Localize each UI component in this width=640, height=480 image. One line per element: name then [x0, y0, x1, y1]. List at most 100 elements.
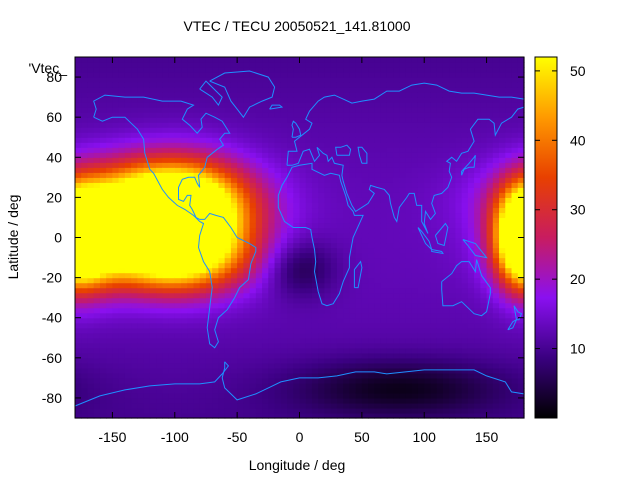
heatmap-cell — [311, 217, 319, 224]
heatmap-cell — [187, 147, 195, 153]
heatmap-cell — [274, 117, 282, 123]
heatmap-cell — [361, 127, 369, 133]
heatmap-cell — [137, 297, 145, 304]
heatmap-cell — [474, 347, 481, 354]
heatmap-cell — [393, 182, 400, 188]
heatmap-cell — [205, 127, 213, 133]
heatmap-cell — [405, 67, 413, 73]
heatmap-cell — [411, 397, 419, 404]
heatmap-cell — [112, 262, 120, 269]
heatmap-cell — [149, 232, 157, 239]
heatmap-cell — [436, 267, 444, 274]
heatmap-cell — [324, 147, 332, 153]
heatmap-cell — [205, 167, 213, 173]
heatmap-cell — [293, 357, 301, 364]
heatmap-cell — [424, 332, 432, 339]
heatmap-cell — [262, 267, 269, 274]
heatmap-cell — [343, 387, 350, 394]
heatmap-cell — [480, 112, 488, 118]
heatmap-cell — [305, 217, 313, 224]
heatmap-cell — [243, 247, 251, 254]
heatmap-cell — [99, 317, 107, 324]
heatmap-cell — [299, 377, 307, 384]
heatmap-cell — [336, 397, 344, 404]
heatmap-cell — [330, 232, 338, 239]
heatmap-cell — [449, 62, 457, 68]
heatmap-cell — [293, 202, 301, 209]
heatmap-cell — [324, 177, 332, 183]
heatmap-cell — [187, 102, 195, 108]
heatmap-cell — [442, 327, 450, 334]
heatmap-cell — [268, 197, 276, 203]
heatmap-cell — [467, 62, 475, 68]
heatmap-cell — [255, 287, 263, 294]
heatmap-cell — [174, 307, 182, 314]
heatmap-cell — [268, 317, 276, 324]
heatmap-cell — [218, 167, 226, 173]
heatmap-cell — [162, 317, 170, 324]
heatmap-cell — [249, 112, 257, 118]
heatmap-cell — [255, 277, 263, 284]
heatmap-cell — [499, 192, 506, 198]
heatmap-cell — [386, 147, 394, 153]
heatmap-cell — [336, 197, 344, 203]
heatmap-cell — [474, 92, 481, 98]
heatmap-cell — [237, 227, 244, 234]
heatmap-cell — [237, 202, 244, 209]
heatmap-cell — [118, 147, 126, 153]
heatmap-cell — [137, 167, 145, 173]
heatmap-cell — [293, 107, 301, 113]
heatmap-cell — [455, 152, 463, 158]
heatmap-cell — [355, 177, 363, 183]
heatmap-cell — [386, 397, 394, 404]
heatmap-cell — [81, 377, 89, 384]
heatmap-cell — [187, 112, 195, 118]
heatmap-cell — [162, 217, 170, 224]
heatmap-cell — [249, 292, 257, 299]
heatmap-cell — [249, 307, 257, 314]
heatmap-cell — [218, 412, 226, 419]
heatmap-cell — [393, 372, 400, 379]
heatmap-cell — [87, 287, 95, 294]
heatmap-cell — [368, 377, 375, 384]
heatmap-cell — [249, 152, 257, 158]
heatmap-cell — [124, 357, 132, 364]
heatmap-cell — [143, 97, 151, 103]
heatmap-cell — [486, 257, 494, 264]
heatmap-cell — [149, 407, 157, 414]
heatmap-cell — [374, 222, 382, 229]
heatmap-cell — [386, 412, 394, 419]
heatmap-cell — [368, 177, 375, 183]
heatmap-cell — [349, 137, 357, 143]
heatmap-cell — [193, 367, 201, 374]
heatmap-cell — [430, 222, 438, 229]
heatmap-cell — [124, 97, 132, 103]
heatmap-cell — [311, 142, 319, 148]
heatmap-cell — [499, 412, 506, 419]
heatmap-cell — [93, 122, 101, 128]
heatmap-cell — [280, 397, 288, 404]
heatmap-cell — [262, 187, 269, 193]
heatmap-cell — [399, 147, 407, 153]
heatmap-cell — [181, 117, 188, 123]
heatmap-cell — [243, 367, 251, 374]
heatmap-cell — [106, 237, 114, 244]
heatmap-cell — [417, 387, 425, 394]
heatmap-cell — [81, 252, 89, 259]
heatmap-cell — [480, 137, 488, 143]
heatmap-cell — [305, 282, 313, 289]
heatmap-cell — [349, 317, 357, 324]
heatmap-cell — [268, 162, 276, 168]
heatmap-cell — [268, 72, 276, 78]
heatmap-cell — [81, 287, 89, 294]
heatmap-cell — [218, 142, 226, 148]
heatmap-cell — [187, 62, 195, 68]
heatmap-cell — [162, 237, 170, 244]
heatmap-cell — [305, 377, 313, 384]
heatmap-cell — [386, 382, 394, 389]
heatmap-cell — [156, 152, 163, 158]
heatmap-cell — [162, 287, 170, 294]
heatmap-cell — [368, 267, 375, 274]
heatmap-cell — [430, 127, 438, 133]
heatmap-cell — [193, 327, 201, 334]
